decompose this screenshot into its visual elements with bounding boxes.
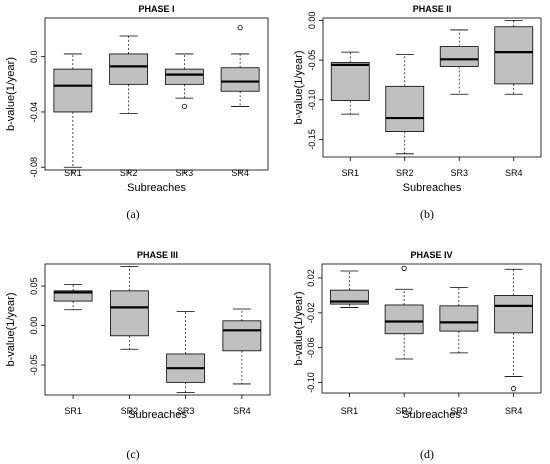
y-tick-label: -0.15 <box>307 129 317 150</box>
box-sr4 <box>494 268 534 392</box>
x-tick-label: SR3 <box>177 406 195 416</box>
panel-label: (c) <box>126 447 139 461</box>
box-iqr <box>109 53 149 85</box>
x-tick-label: SR4 <box>233 406 251 416</box>
y-axis-label: b-value(1/year) <box>5 57 17 131</box>
x-tick-label: SR4 <box>505 168 523 178</box>
outlier-point <box>511 386 517 392</box>
box-sr1 <box>329 270 369 308</box>
x-tick-label: SR3 <box>176 168 194 178</box>
box-sr2 <box>109 265 149 350</box>
box-sr4 <box>494 19 534 95</box>
panel-4: PHASE IV 0.02 -0.02 -0.06 -0.10b-value(1/yea… <box>293 250 542 461</box>
x-tick-label: SR1 <box>64 168 82 178</box>
y-tick-label: -0.08 <box>29 157 39 178</box>
box-sr3 <box>166 310 206 394</box>
box-sr3 <box>439 29 479 95</box>
box-sr3 <box>439 287 479 354</box>
panel-title: PHASE I <box>138 4 174 14</box>
panel-label: (b) <box>420 207 434 221</box>
panel-3: PHASE III 0.05 0.00 -0.05 b-value(1/year) SR1… <box>5 250 271 461</box>
outlier-point <box>181 103 187 110</box>
y-tick-label: 0.05 <box>29 277 39 295</box>
box-sr3 <box>164 53 204 110</box>
x-tick-label: SR2 <box>395 406 413 416</box>
box-sr2 <box>384 265 424 360</box>
box-iqr <box>109 290 149 337</box>
box-sr1 <box>53 53 93 168</box>
panel-label: (a) <box>126 207 139 221</box>
box-iqr <box>494 26 534 85</box>
panel-1: PHASE I 0.0 -0.04 -0.08 b-value(1/year) SR1 SR… <box>5 4 269 221</box>
x-axis-label: Subreaches <box>402 409 461 421</box>
outlier-point <box>401 265 407 271</box>
box-iqr <box>439 46 479 67</box>
plot-frame <box>44 17 269 171</box>
x-tick-label: SR1 <box>341 168 359 178</box>
box-sr1 <box>53 284 93 311</box>
y-tick-label: 0.00 <box>307 12 317 30</box>
box-sr2 <box>385 54 425 155</box>
y-tick-label: 0.02 <box>306 269 316 287</box>
box-iqr <box>222 320 262 352</box>
y-tick-label: -0.04 <box>29 102 39 123</box>
y-tick-label: -0.05 <box>307 50 317 71</box>
box-iqr <box>164 68 204 85</box>
box-iqr <box>494 294 534 334</box>
box-iqr <box>220 67 260 92</box>
box-iqr <box>439 305 479 332</box>
y-tick-label: -0.06 <box>306 337 316 358</box>
y-tick-label: -0.05 <box>29 355 39 376</box>
box-iqr <box>385 85 425 132</box>
x-tick-label: SR2 <box>396 168 414 178</box>
x-tick-label: SR2 <box>120 168 138 178</box>
panel-2: PHASE II 0.00 -0.05 -0.10 -0.15b-value(1/yea… <box>293 4 542 221</box>
box-sr2 <box>109 35 149 114</box>
y-tick-label: -0.10 <box>306 372 316 393</box>
y-axis-label: b-value(1/year) <box>293 51 305 125</box>
x-axis-label: Subreaches <box>403 182 462 194</box>
x-tick-label: SR1 <box>341 406 359 416</box>
outlier-point <box>237 25 243 31</box>
y-tick-label: -0.02 <box>306 303 316 324</box>
box-iqr <box>330 62 370 102</box>
panel-title: PHASE III <box>137 250 178 260</box>
y-tick-label: 0.00 <box>29 317 39 335</box>
y-axis-label: b-value(1/year) <box>5 293 17 367</box>
plot-frame <box>321 263 542 394</box>
x-axis-label: Subreaches <box>128 409 187 421</box>
x-tick-label: SR4 <box>231 168 249 178</box>
box-iqr <box>384 304 424 335</box>
y-tick-label: 0.0 <box>29 50 39 63</box>
box-iqr <box>53 68 93 113</box>
panel-title: PHASE IV <box>410 250 452 260</box>
x-tick-label: SR3 <box>450 406 468 416</box>
x-tick-label: SR4 <box>505 406 523 416</box>
box-sr1 <box>330 51 370 115</box>
y-axis-label: b-value(1/year) <box>293 292 305 366</box>
box-iqr <box>53 290 93 302</box>
x-tick-label: SR2 <box>121 406 139 416</box>
x-tick-label: SR3 <box>450 168 468 178</box>
box-sr4 <box>222 308 262 385</box>
box-sr4 <box>220 25 260 107</box>
plot-frame <box>44 263 271 396</box>
panel-label: (d) <box>420 447 434 461</box>
y-tick-label: -0.10 <box>307 90 317 111</box>
x-axis-label: Subreaches <box>127 182 186 194</box>
panel-title: PHASE II <box>413 4 452 14</box>
plot-frame <box>322 17 542 158</box>
x-tick-label: SR1 <box>64 406 82 416</box>
